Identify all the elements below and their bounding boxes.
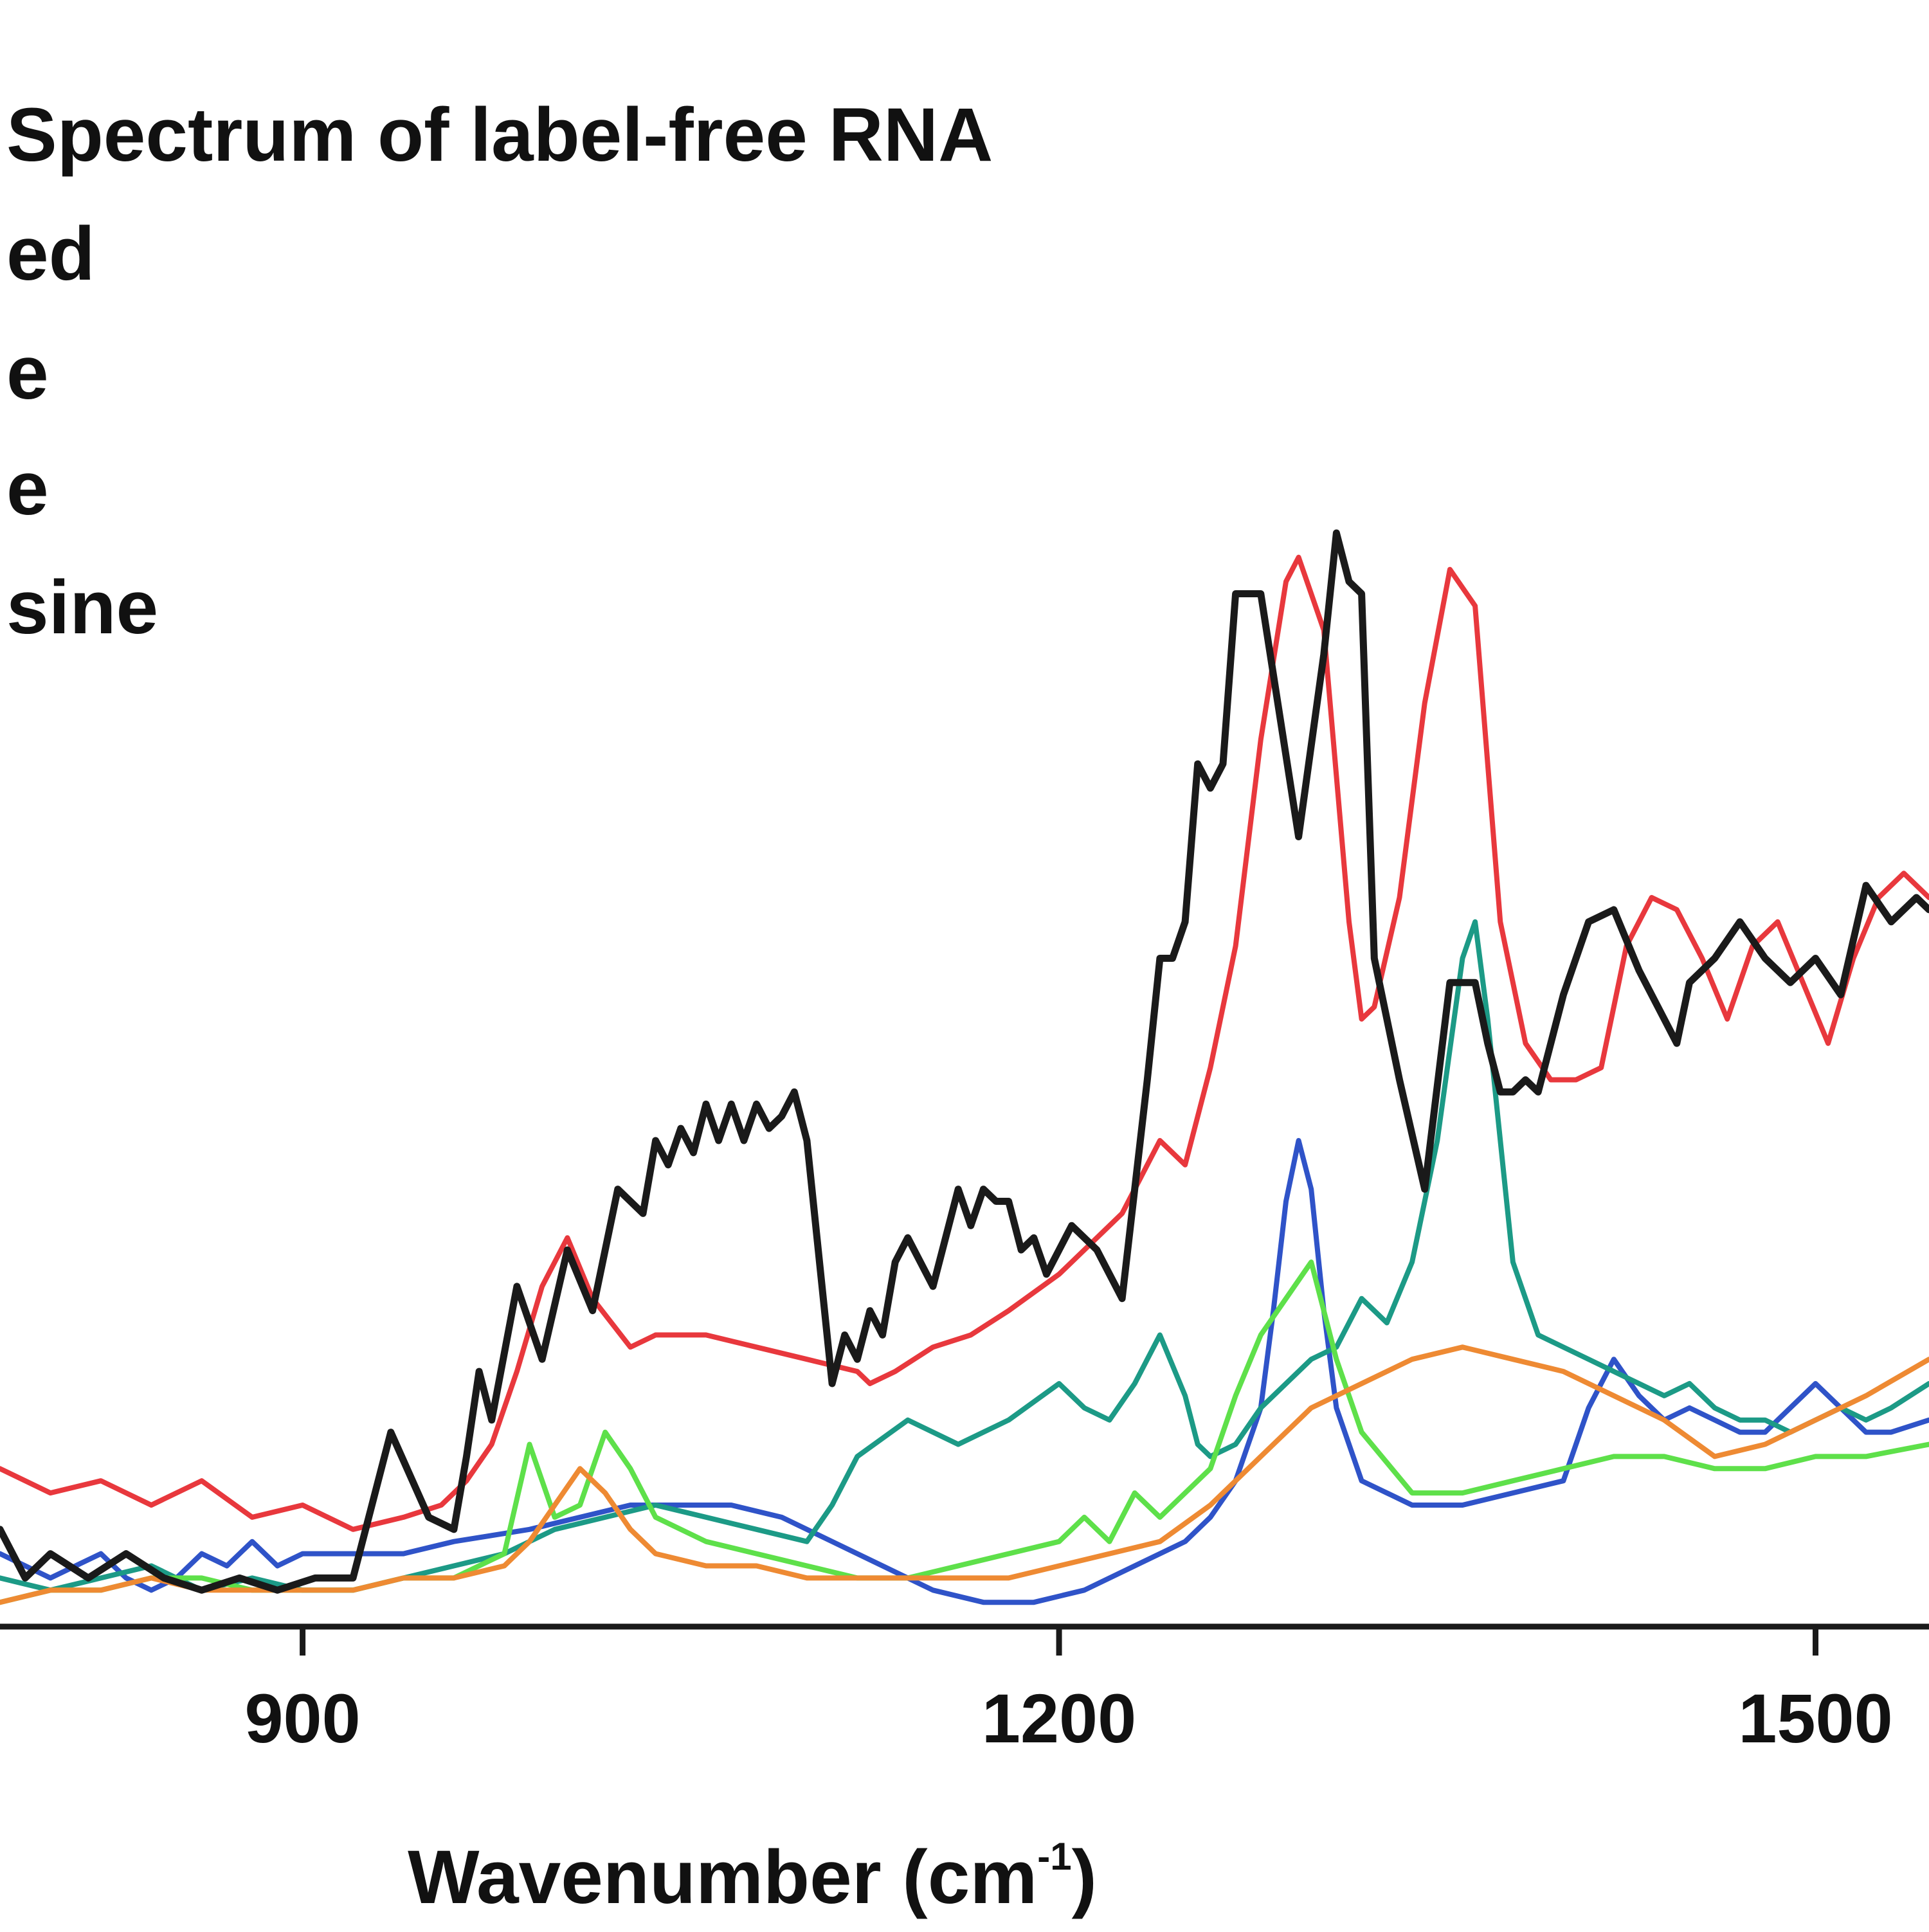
legend-entry-2: ed [6, 212, 95, 296]
legend-entry-5: sine [6, 565, 158, 650]
x-tick-label-1200: 1200 [982, 1679, 1136, 1757]
series-line-orange-component [0, 1344, 1929, 1605]
series-line-spectrum-of-label-free-rna [0, 529, 1929, 1594]
series-line-blue-component [0, 1138, 1929, 1605]
x-tick-label-900: 900 [244, 1679, 360, 1757]
x-axis-label-text: Wavenumber (cm [408, 1835, 1037, 1920]
series-line-teal-component [0, 919, 1929, 1593]
x-axis-label-close: ) [1072, 1835, 1097, 1920]
legend-entry-4: e [6, 446, 49, 531]
x-tick-layer: 900 1200 1500 [244, 1627, 1893, 1757]
series-line-green-component [0, 1259, 1929, 1605]
series-line-label-free-rna-fit [0, 554, 1929, 1532]
series-layer [0, 529, 1929, 1605]
x-axis-label-superscript: -1 [1037, 1835, 1071, 1878]
x-axis-label: Wavenumber (cm-1) [408, 1835, 1097, 1920]
legend-entry-3: e [6, 330, 49, 415]
legend-entry-1: Spectrum of label-free RNA [6, 93, 993, 177]
legend: Spectrum of label-free RNA ed ee sine [6, 93, 993, 650]
x-tick-label-1500: 1500 [1738, 1679, 1892, 1757]
